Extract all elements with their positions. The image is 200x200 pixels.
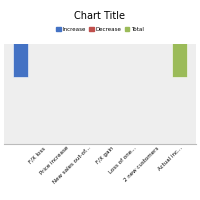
Bar xyxy=(172,0,187,77)
Title: Chart Title: Chart Title xyxy=(74,11,126,21)
Bar xyxy=(13,0,28,77)
Legend: Increase, Decrease, Total: Increase, Decrease, Total xyxy=(54,25,146,34)
